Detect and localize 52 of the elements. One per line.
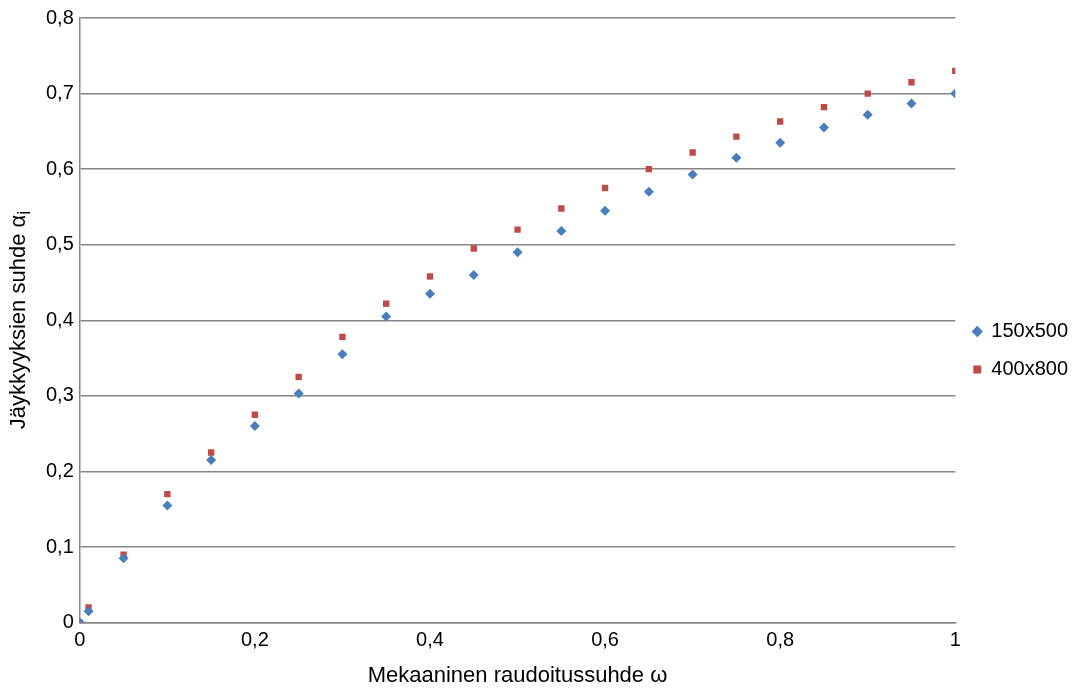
point [862, 109, 873, 120]
y-tick-label: 0,8 [45, 5, 74, 28]
point [207, 449, 215, 456]
point [164, 490, 171, 498]
point [775, 137, 786, 148]
x-tick-label: 1 [949, 628, 961, 651]
y-tick-label: 0 [62, 610, 74, 633]
point [908, 79, 915, 86]
legend-label: 150x500 [991, 319, 1069, 342]
point [864, 90, 871, 97]
point [470, 245, 477, 252]
point [339, 333, 346, 341]
point [689, 149, 696, 156]
point [558, 205, 565, 212]
x-axis-title: Mekaaninen raudoitussuhde ω [367, 661, 668, 687]
point [556, 226, 567, 237]
point [512, 247, 523, 258]
point [514, 226, 521, 233]
y-tick-label: 0,3 [45, 383, 74, 406]
y-tick-label: 0,5 [45, 232, 74, 255]
point [383, 300, 390, 307]
point [906, 98, 917, 109]
point [687, 169, 698, 180]
point [206, 455, 217, 466]
x-tick-label: 0,6 [591, 628, 619, 651]
point [162, 500, 173, 511]
x-tick-label: 0,8 [766, 628, 795, 651]
y-tick-label: 0,7 [45, 81, 74, 104]
point [424, 288, 435, 299]
point [820, 104, 828, 111]
point [731, 152, 742, 163]
point [733, 133, 740, 140]
legend-label: 400x800 [991, 357, 1069, 380]
point [337, 349, 348, 360]
y-tick-label: 0,2 [45, 458, 74, 481]
point [83, 606, 94, 617]
y-tick-label: 0,1 [45, 534, 74, 557]
point [295, 373, 302, 381]
point [600, 205, 611, 216]
point [381, 311, 392, 322]
y-tick-label: 0,6 [45, 156, 74, 179]
point [776, 118, 784, 125]
y-tick-label: 0,4 [45, 307, 74, 330]
point [468, 269, 479, 280]
point [426, 273, 434, 280]
point [249, 421, 260, 432]
x-tick-label: 0,4 [416, 628, 444, 651]
x-tick-label: 0,2 [240, 628, 269, 651]
point [293, 388, 304, 399]
point [818, 122, 829, 133]
point [118, 553, 129, 564]
point [643, 186, 654, 197]
